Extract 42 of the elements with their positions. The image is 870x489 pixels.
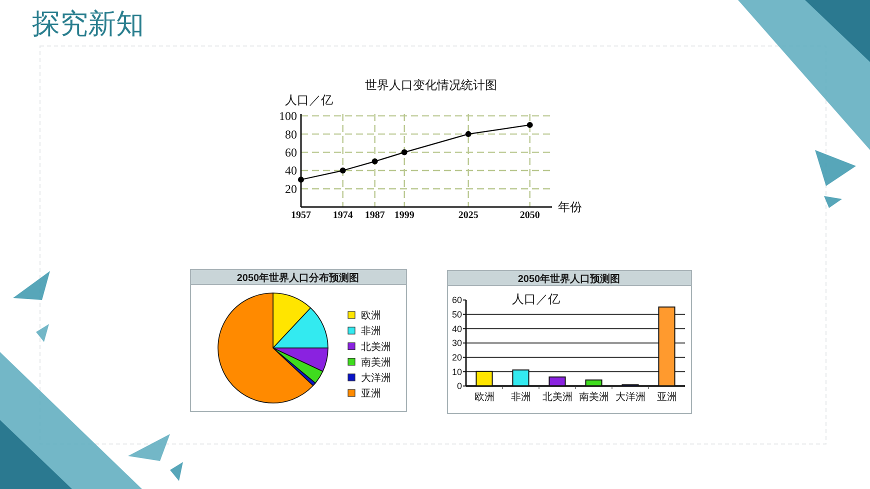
y-tick-label: 50: [452, 309, 462, 320]
x-tick-label: 2025: [458, 210, 478, 221]
y-tick-label: 60: [452, 295, 462, 306]
y-axis-title: 人口／亿: [512, 292, 560, 306]
y-tick-label: 40: [452, 324, 462, 334]
y-tick-label: 80: [285, 127, 297, 142]
x-tick-label: 2050: [520, 210, 540, 221]
y-tick-label: 10: [452, 366, 462, 377]
x-tick-label: 1999: [394, 210, 414, 221]
x-axis-title: 年份: [558, 200, 582, 214]
x-tick-label: 1974: [332, 210, 353, 221]
point: [340, 168, 346, 174]
legend-label: 南美洲: [361, 356, 391, 368]
chart-title: 2050年世界人口分布预测图: [236, 272, 360, 284]
x-tick-label: 1987: [364, 210, 385, 221]
x-tick-label: 1957: [291, 210, 311, 221]
x-tick-label: 北美洲: [542, 391, 572, 403]
x-tick-label: 欧洲: [474, 391, 494, 403]
y-tick-label: 100: [279, 109, 297, 124]
y-axis-title: 人口／亿: [285, 93, 333, 107]
point: [465, 131, 472, 138]
y-tick-label: 40: [285, 164, 297, 178]
chart-title: 世界人口变化情况统计图: [365, 78, 497, 92]
x-tick-label: 亚洲: [656, 391, 677, 403]
point: [298, 176, 304, 183]
x-tick-label: 南美洲: [578, 391, 609, 403]
point: [526, 122, 533, 128]
x-tick-label: 非洲: [510, 391, 531, 403]
x-tick-label: 大洋洲: [615, 391, 646, 403]
legend-label: 欧洲: [361, 310, 381, 322]
y-tick-label: 20: [452, 352, 462, 362]
y-tick-label: 30: [452, 338, 462, 348]
y-tick-label: 0: [456, 381, 462, 392]
y-tick-label: 60: [285, 145, 297, 160]
legend-label: 大洋洲: [361, 372, 391, 384]
point: [401, 149, 408, 156]
point: [372, 158, 378, 164]
text: 探究新知: [32, 8, 144, 39]
y-tick-label: 20: [285, 182, 297, 196]
legend-label: 北美洲: [361, 340, 391, 353]
legend-label: 非洲: [361, 325, 381, 338]
chart-title: 2050年世界人口预测图: [518, 273, 620, 285]
